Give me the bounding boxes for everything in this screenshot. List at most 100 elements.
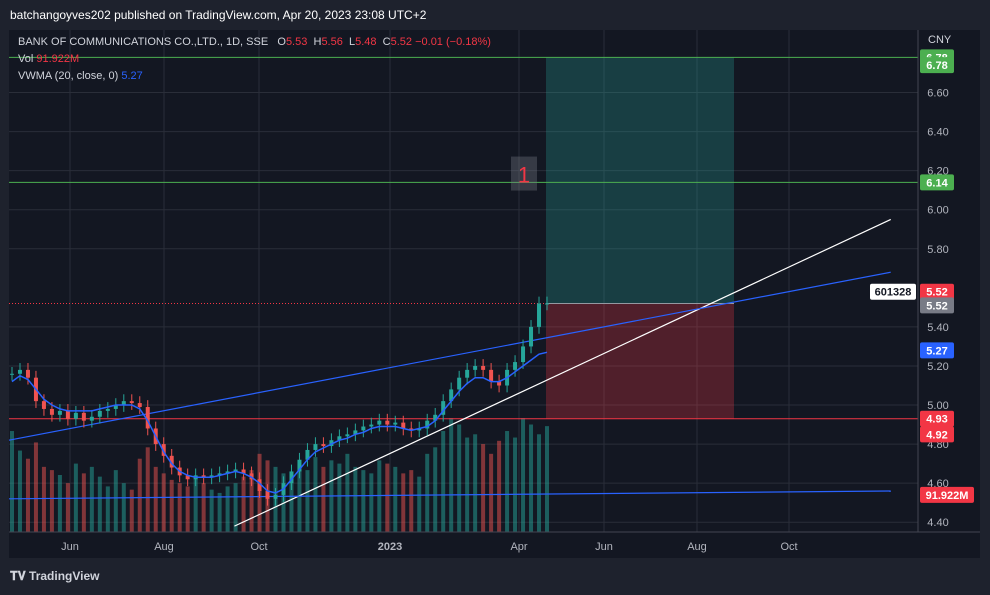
candle [329,440,334,447]
candle [161,444,166,456]
y-tick-label-5: 5.40 [927,322,948,334]
price-badge-label: 4.93 [926,414,947,426]
candle [17,369,22,374]
volume-bar [97,476,102,532]
price-badge-label: 4.92 [926,429,947,441]
candle [121,401,126,406]
candle [457,377,462,390]
x-tick-label-4: Apr [510,541,527,553]
volume-bar [17,450,22,532]
volume-bar [385,463,390,532]
legend-vwma-value: 5.27 [121,70,143,82]
volume-bar [377,460,382,532]
candle [209,475,214,478]
candle [353,430,358,435]
volume-bar [25,458,30,532]
legend-vwma-label: VWMA (20, close, 0) [18,70,119,82]
candle [89,416,94,421]
x-tick-label-3: 2023 [378,541,402,553]
price-badge-label: 91.922M [926,490,969,502]
currency-label[interactable]: CNY [928,34,952,46]
volume-bar [369,473,374,532]
volume-bar [137,458,142,532]
y-tick-label-4: 5.80 [927,244,948,256]
price-badge-4: 5.52 [920,297,954,314]
volume-bar [161,473,166,532]
candle [521,346,526,363]
legend-vol-label: Vol [18,53,34,65]
volume-bar [113,470,118,532]
price-badge-8: 91.922M [920,486,974,503]
volume-bar [489,453,494,532]
volume-bar [49,470,54,532]
candle [537,303,542,327]
tradingview-logo-icon: 𝐓𝐕 [10,569,30,583]
price-badge-3: 5.52 [920,283,954,300]
candle [129,401,134,404]
volume-bar [321,466,326,532]
volume-bar [481,444,486,532]
candle [289,471,294,484]
candle [529,326,534,347]
y-tick-label-1: 6.40 [927,127,948,139]
volume-bar [497,440,502,532]
candle [10,373,14,375]
price-badge-bg [920,342,954,359]
volume-bar [169,479,174,532]
volume-bar [145,447,150,532]
legend-vol-value: 91.922M [36,53,80,65]
volume-bar [289,476,294,532]
candle [25,369,30,378]
candle [249,473,254,480]
candle [433,414,438,421]
volume-bar [457,424,462,532]
volume-bar [337,463,342,532]
volume-bar [361,470,366,532]
candle [49,408,54,415]
volume-bar [209,489,214,532]
price-badge-1: 6.78 [920,57,954,74]
legend-high: H5.56 [313,36,343,48]
volume-bar [521,418,526,532]
candle [65,410,70,419]
candle [313,444,318,450]
x-tick-label-6: Aug [687,541,707,553]
price-badge-6: 4.93 [920,410,954,427]
volume-bar [345,453,350,532]
volume-bar [129,489,134,532]
candle [305,449,310,460]
volume-bar [217,492,222,532]
price-badge-bg [920,57,954,74]
legend-close: C5.52 [382,36,413,48]
price-badge-bg [920,426,954,443]
candle [513,362,518,370]
candle [201,475,206,478]
volume-bar [529,424,534,532]
volume-bar [81,473,86,532]
volume-bar [41,466,46,532]
x-tick-label-7: Oct [780,541,797,553]
chart-area[interactable] [9,30,980,558]
candle [73,412,78,419]
volume-bar [417,476,422,532]
candle [273,494,278,499]
volume-bar [401,473,406,532]
volume-bar [409,470,414,532]
candle [545,303,549,305]
volume-bar [313,457,318,532]
price-badge-label: 6.14 [926,177,948,189]
candle [417,428,422,431]
volume-bar [153,466,158,532]
volume-bar [241,476,246,532]
candle [369,424,374,427]
legend-volume-row: Vol 91.922M [18,53,79,65]
annotation-box [511,156,537,191]
profit-zone [546,57,734,304]
volume-bar [473,434,478,532]
y-tick-label-7: 5.00 [927,400,948,412]
candle [81,412,86,421]
candle [425,420,430,429]
trend-line-0 [234,218,891,527]
candle [385,420,390,425]
